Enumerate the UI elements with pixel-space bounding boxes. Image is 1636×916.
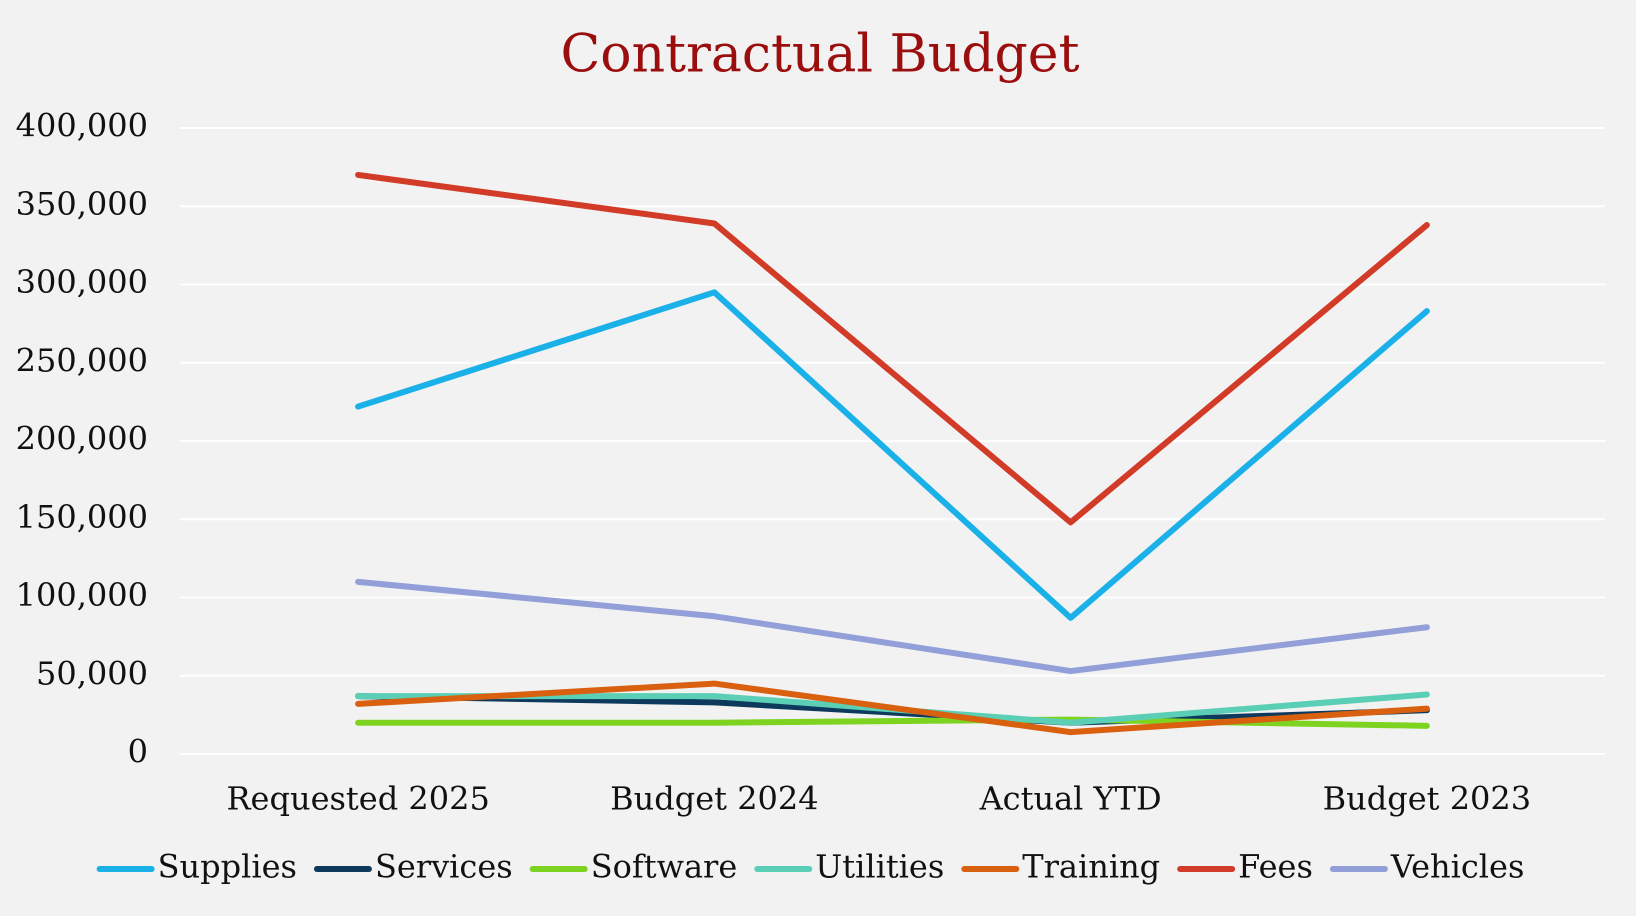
legend-label: Software — [591, 848, 738, 886]
x-tick-label: Requested 2025 — [226, 780, 489, 818]
legend-label: Vehicles — [1390, 848, 1524, 886]
y-tick-label: 0 — [128, 733, 148, 771]
x-tick-label: Actual YTD — [979, 780, 1162, 818]
x-tick-label: Budget 2023 — [1323, 780, 1532, 818]
legend-label: Supplies — [158, 848, 297, 886]
line-series — [355, 680, 1430, 736]
y-tick-label: 150,000 — [16, 498, 148, 536]
legend-label: Training — [1022, 848, 1160, 886]
y-tick-label: 350,000 — [16, 185, 148, 223]
line-series — [355, 171, 1430, 526]
legend-label: Services — [375, 848, 513, 886]
line-series — [355, 289, 1430, 621]
line-series — [355, 693, 1430, 726]
y-tick-label: 300,000 — [16, 263, 148, 301]
legend-label: Fees — [1238, 848, 1313, 886]
legend-label: Utilities — [815, 848, 944, 886]
y-tick-label: 250,000 — [16, 341, 148, 379]
line-series — [355, 578, 1430, 675]
x-tick-label: Budget 2024 — [610, 780, 819, 818]
y-tick-label: 400,000 — [16, 107, 148, 145]
y-tick-label: 200,000 — [16, 420, 148, 458]
y-tick-label: 50,000 — [36, 654, 148, 692]
chart-title: Contractual Budget — [561, 25, 1080, 85]
y-tick-label: 100,000 — [16, 576, 148, 614]
